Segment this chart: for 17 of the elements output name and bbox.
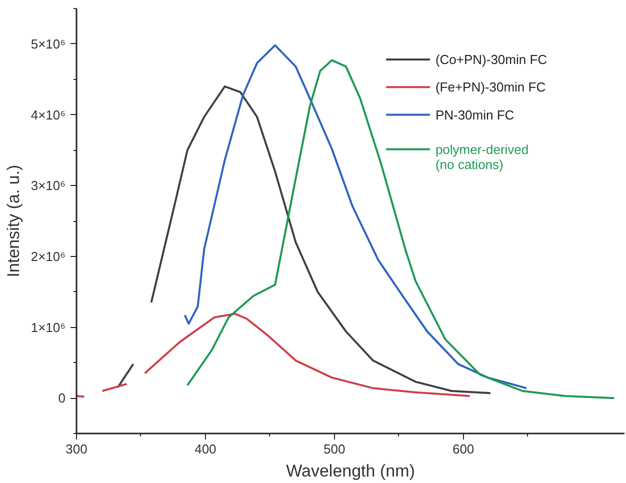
legend-label: polymer-derived (no cations) (435, 142, 529, 172)
x-tick-label: 600 (452, 442, 474, 456)
x-axis-title: Wavelength (nm) (286, 462, 415, 480)
x-tick-label: 300 (66, 442, 88, 456)
y-axis-title: Intensity (a. u.) (4, 164, 23, 278)
y-tick-label: 0 (58, 390, 66, 406)
y-tick-label: 2×10⁶ (30, 248, 66, 264)
x-tick-label: 400 (194, 442, 216, 456)
line-series (184, 44, 528, 390)
y-tick-label: 5×10⁶ (30, 36, 66, 52)
legend-label: PN-30min FC (435, 107, 514, 122)
y-tick-label: 3×10⁶ (30, 178, 66, 194)
x-tick-label: 500 (324, 442, 346, 456)
y-tick-label: 4×10⁶ (30, 107, 66, 122)
y-tick-label: 1×10⁶ (30, 320, 66, 335)
legend-label: (Fe+PN)-30min FC (435, 80, 546, 95)
legend-label: (Co+PN)-30min FC (435, 52, 548, 67)
